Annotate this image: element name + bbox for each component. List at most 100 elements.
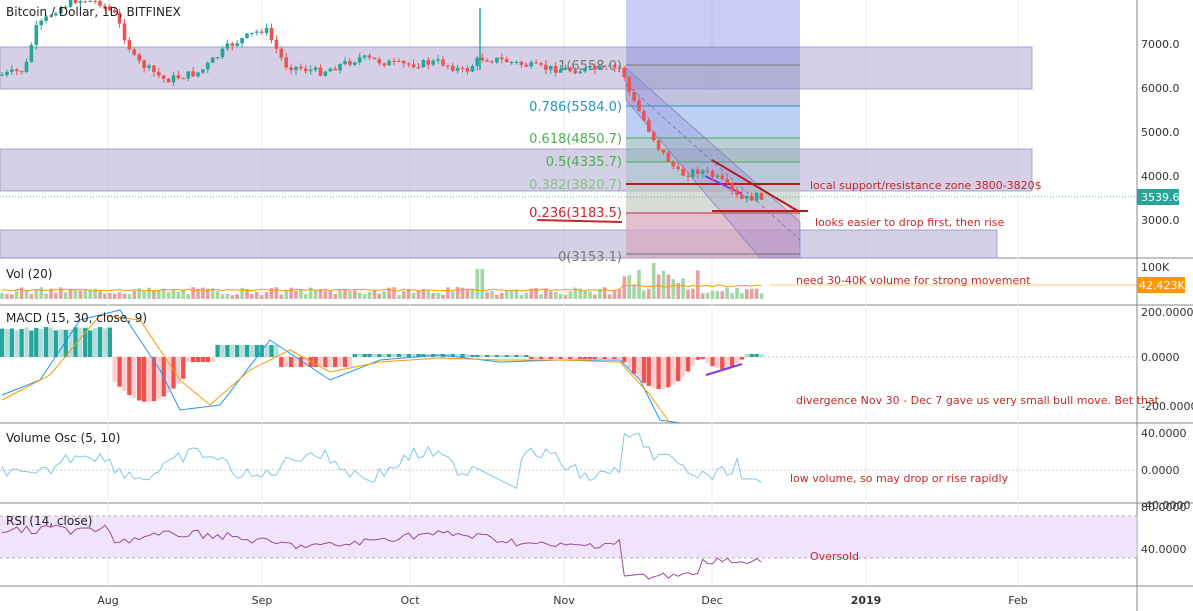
volume-bar bbox=[338, 289, 342, 299]
volume-bar bbox=[696, 270, 700, 299]
volume-bar bbox=[392, 287, 396, 299]
macd-hist-bar bbox=[636, 357, 642, 379]
candle-body bbox=[176, 75, 181, 79]
macd-hist-bar bbox=[342, 357, 348, 367]
volume-bar bbox=[68, 288, 73, 299]
candle-body bbox=[54, 13, 58, 16]
macd-hist-bar bbox=[112, 357, 117, 382]
candle-body bbox=[436, 59, 440, 61]
volume-bar bbox=[637, 270, 641, 299]
rsi-tick-80: 80.0000 bbox=[1141, 501, 1187, 514]
macd-hist-bar bbox=[48, 327, 54, 357]
macd-hist-bar bbox=[656, 357, 661, 389]
candle-body bbox=[264, 27, 269, 33]
macd-hist-bar bbox=[122, 357, 127, 392]
rsi-tick-40: 40.0000 bbox=[1141, 543, 1187, 556]
macd-title: MACD (15, 30, close, 9) bbox=[6, 311, 147, 325]
volume-bar bbox=[166, 292, 171, 299]
candle-body bbox=[88, 0, 92, 3]
volume-bar bbox=[627, 275, 631, 299]
candle-body bbox=[480, 57, 484, 61]
macd-hist-bar bbox=[622, 357, 627, 363]
macd-hist-bar bbox=[377, 354, 382, 357]
candle-body bbox=[529, 62, 533, 67]
macd-hist-bar bbox=[509, 355, 514, 357]
macd-hist-bar bbox=[141, 357, 147, 402]
macd-hist-bar bbox=[293, 357, 299, 367]
volume-bar bbox=[191, 287, 195, 299]
macd-hist-bar bbox=[548, 357, 553, 359]
macd-hist-bar bbox=[695, 357, 700, 360]
macd-hist-bar bbox=[357, 354, 362, 357]
macd-hist-bar bbox=[661, 357, 666, 389]
candle-body bbox=[304, 68, 308, 72]
volume-osc-pane: Volume Osc (5, 10) low volume, so may dr… bbox=[0, 427, 1190, 512]
volume-bar bbox=[436, 292, 440, 299]
macd-hist-bar bbox=[739, 357, 745, 360]
macd-hist-bar bbox=[200, 357, 206, 362]
candle-body bbox=[730, 183, 734, 191]
fib-label-0: 0(3153.1) bbox=[558, 250, 622, 265]
candle-body bbox=[754, 192, 759, 201]
volume-bar bbox=[367, 291, 372, 299]
candle-body bbox=[230, 43, 235, 46]
volume-bar bbox=[63, 292, 68, 299]
candle-body bbox=[259, 31, 264, 33]
candle-body bbox=[294, 66, 298, 71]
x-tick-dec: Dec bbox=[701, 594, 722, 607]
macd-histogram bbox=[0, 327, 764, 402]
volume-bar bbox=[710, 290, 715, 299]
macd-hist-bar bbox=[274, 345, 279, 357]
candle-body bbox=[186, 71, 190, 79]
candle-body bbox=[68, 0, 73, 7]
fib-retracement[interactable]: 1(6558.0) 0.786(5584.0) 0.618(4850.7) 0.… bbox=[529, 59, 800, 265]
macd-hist-bar bbox=[372, 354, 377, 357]
volume-bar bbox=[441, 294, 445, 299]
macd-hist-bar bbox=[450, 354, 455, 357]
fib-label-0786: 0.786(5584.0) bbox=[529, 100, 622, 115]
volume-bar bbox=[647, 288, 651, 299]
candle-body bbox=[622, 67, 627, 78]
volume-bar bbox=[206, 288, 210, 299]
candle-body bbox=[661, 149, 666, 153]
candle-body bbox=[696, 169, 700, 174]
volume-bar bbox=[157, 289, 161, 299]
volume-bar bbox=[431, 293, 435, 299]
candle-body bbox=[406, 63, 411, 65]
candle-body bbox=[735, 190, 739, 195]
volume-bar bbox=[681, 278, 685, 299]
macd-hist-bar bbox=[617, 357, 622, 359]
rsi-line bbox=[1, 524, 762, 580]
candle-body bbox=[470, 65, 475, 72]
candle-body bbox=[225, 43, 230, 49]
candle-body bbox=[372, 57, 377, 60]
volume-bar bbox=[671, 279, 676, 299]
candle-body bbox=[328, 68, 333, 72]
candle-body bbox=[73, 0, 78, 4]
macd-hist-bar bbox=[386, 354, 392, 357]
volume-bar bbox=[519, 294, 524, 299]
volume-bar bbox=[328, 290, 333, 299]
volume-bar bbox=[583, 290, 587, 299]
volume-osc-line bbox=[1, 432, 762, 489]
candle-body bbox=[289, 67, 293, 71]
macd-hist-bar bbox=[582, 357, 588, 359]
volume-bar bbox=[725, 287, 729, 299]
candle-body bbox=[29, 44, 34, 62]
candle-body bbox=[44, 16, 48, 21]
volume-bar bbox=[705, 292, 710, 299]
macd-hist-bar bbox=[308, 357, 313, 367]
candle-body bbox=[514, 61, 519, 63]
last-price-value: 3539.6 bbox=[1141, 191, 1180, 204]
candle-body bbox=[171, 75, 176, 83]
volume-bar bbox=[308, 287, 313, 299]
volume-bar bbox=[14, 290, 19, 299]
candle-body bbox=[24, 61, 29, 72]
macd-hist-bar bbox=[220, 345, 225, 357]
volume-bar bbox=[196, 288, 200, 299]
macd-hist-bar bbox=[53, 330, 59, 357]
candle-body bbox=[431, 60, 435, 65]
macd-hist-bar bbox=[68, 329, 73, 357]
candle-body bbox=[108, 6, 112, 11]
